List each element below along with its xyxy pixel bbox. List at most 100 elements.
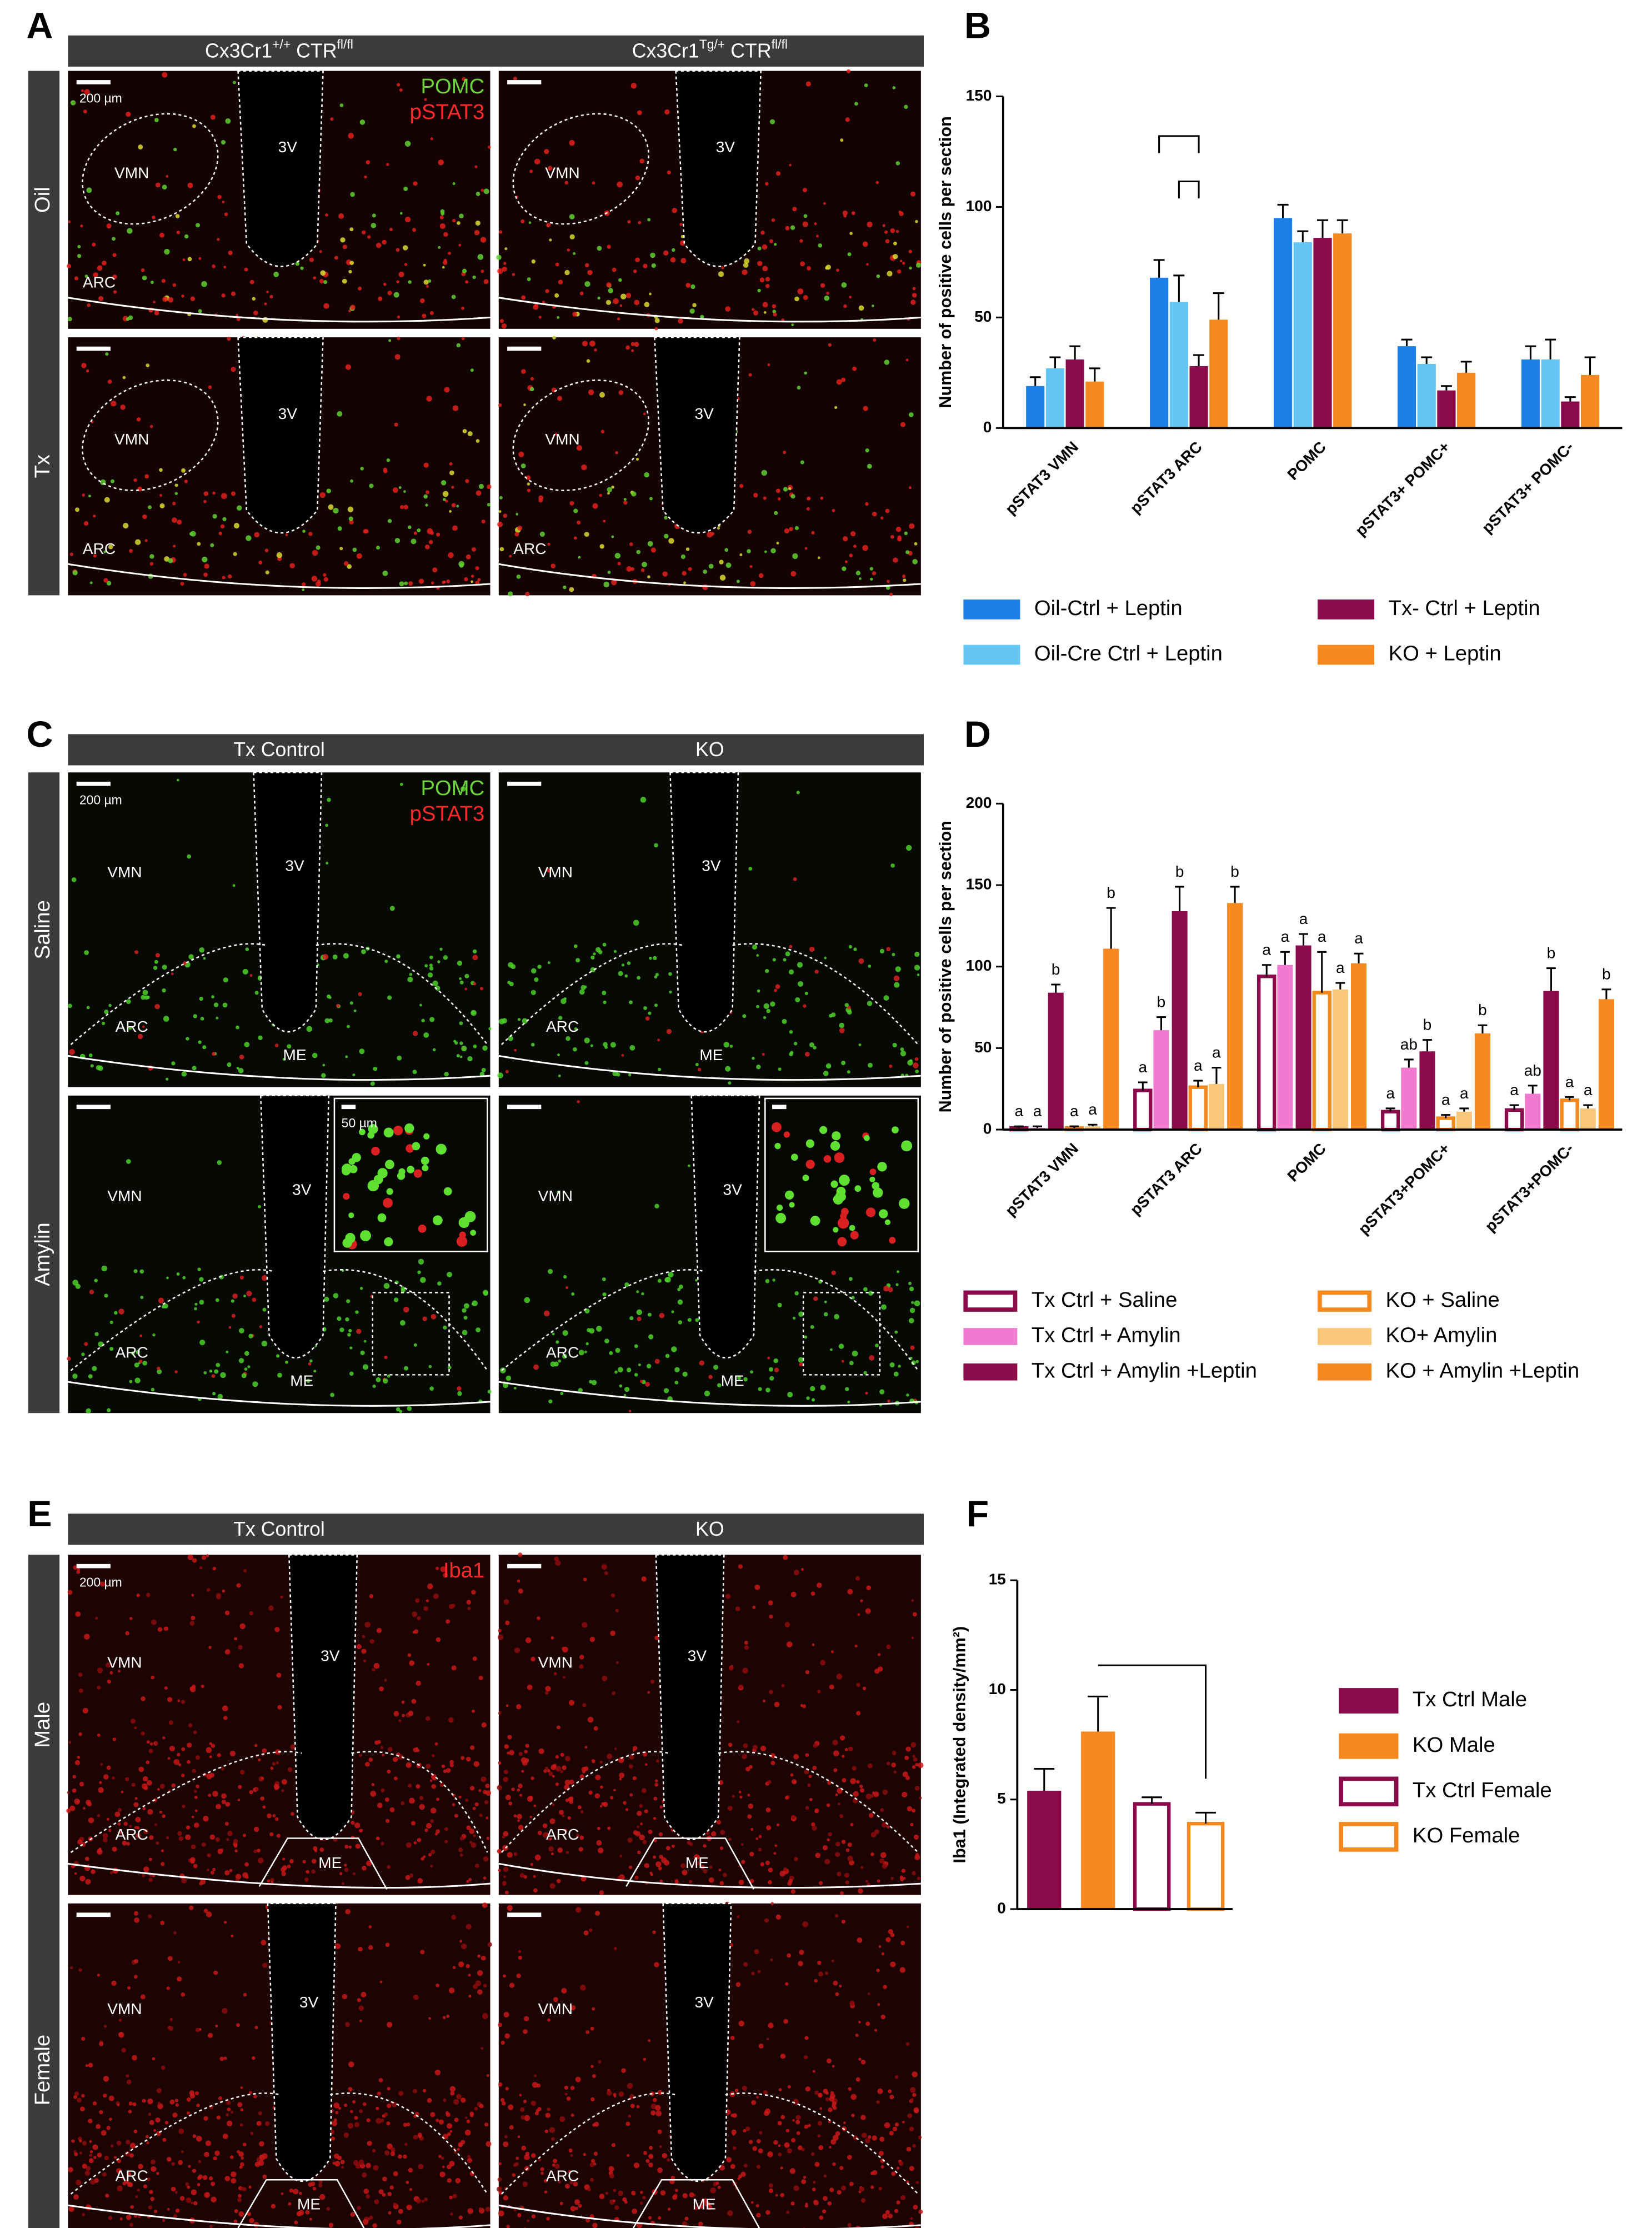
cell bbox=[237, 2102, 243, 2107]
error-bar bbox=[1545, 338, 1556, 360]
cell bbox=[403, 186, 408, 191]
cell bbox=[748, 373, 752, 377]
cell bbox=[470, 1010, 477, 1016]
cell bbox=[147, 2098, 153, 2105]
cell bbox=[77, 254, 82, 258]
cell bbox=[253, 1826, 259, 1832]
cell bbox=[602, 942, 607, 947]
cell bbox=[387, 995, 392, 1000]
cell bbox=[775, 984, 780, 990]
cell bbox=[793, 1754, 799, 1760]
cell bbox=[503, 1599, 509, 1605]
cell bbox=[531, 968, 537, 974]
cell bbox=[624, 1387, 630, 1392]
cell bbox=[880, 1852, 887, 1859]
region-label: ME bbox=[297, 2196, 321, 2213]
cell bbox=[789, 1202, 795, 1208]
cell bbox=[128, 1026, 132, 1030]
bar bbox=[1133, 1088, 1153, 1132]
cell bbox=[677, 1299, 683, 1305]
cell bbox=[398, 2154, 402, 2159]
cell bbox=[776, 1823, 780, 1827]
cell bbox=[477, 1954, 481, 1958]
cell bbox=[197, 2183, 201, 2186]
cell bbox=[419, 298, 425, 303]
cell bbox=[514, 1386, 517, 1390]
cell bbox=[302, 529, 306, 533]
cell bbox=[804, 2055, 808, 2060]
cell bbox=[879, 1209, 888, 1218]
cell bbox=[739, 553, 743, 556]
cell bbox=[306, 1378, 311, 1383]
cell bbox=[485, 1790, 492, 1796]
cell bbox=[742, 1754, 747, 1759]
cell bbox=[426, 396, 432, 402]
cell bbox=[244, 1042, 250, 1047]
cell bbox=[599, 1805, 603, 1808]
cell bbox=[614, 1747, 617, 1750]
cell bbox=[458, 1847, 463, 1852]
cell bbox=[900, 2195, 906, 2201]
cell bbox=[233, 1844, 238, 1848]
cell bbox=[855, 571, 861, 576]
cell bbox=[913, 2107, 919, 2113]
cell bbox=[77, 1756, 81, 1759]
cell bbox=[249, 973, 253, 977]
cell bbox=[474, 2106, 478, 2111]
cell bbox=[629, 542, 633, 546]
cell bbox=[773, 2140, 778, 2145]
cell bbox=[151, 1619, 157, 1625]
cell bbox=[357, 2206, 361, 2210]
cell bbox=[400, 505, 404, 509]
cell bbox=[855, 2034, 859, 2037]
cell bbox=[119, 2217, 123, 2221]
cell bbox=[367, 2141, 372, 2146]
cell bbox=[252, 297, 256, 301]
cell bbox=[394, 538, 401, 543]
cell bbox=[72, 1280, 79, 1286]
cell bbox=[347, 564, 352, 569]
cell bbox=[867, 1992, 870, 1995]
cell bbox=[103, 1774, 109, 1780]
cell bbox=[611, 485, 614, 489]
cell bbox=[178, 2160, 183, 2165]
cell bbox=[77, 1839, 83, 1845]
cell bbox=[337, 2155, 342, 2161]
cell bbox=[772, 958, 776, 962]
cell bbox=[256, 2121, 262, 2126]
cell bbox=[894, 2075, 899, 2079]
cell bbox=[213, 1970, 218, 1975]
cell bbox=[76, 1800, 79, 1804]
cell bbox=[616, 1072, 620, 1077]
cell bbox=[232, 884, 236, 887]
cell bbox=[78, 1672, 83, 1677]
cell bbox=[240, 2108, 244, 2112]
cell bbox=[568, 2170, 572, 2174]
cell bbox=[228, 574, 232, 579]
cell bbox=[453, 2099, 459, 2105]
cell bbox=[247, 1365, 251, 1368]
cell bbox=[382, 2193, 386, 2197]
cell bbox=[549, 238, 552, 242]
cell bbox=[362, 1865, 367, 1871]
cell bbox=[509, 2125, 514, 2130]
cell bbox=[889, 1362, 895, 1368]
cell bbox=[914, 965, 920, 971]
cell bbox=[569, 234, 575, 239]
cell bbox=[431, 1784, 437, 1789]
cell bbox=[448, 1717, 454, 1723]
cell bbox=[403, 2154, 407, 2159]
cell bbox=[343, 953, 349, 959]
cell bbox=[537, 1616, 540, 1620]
cell bbox=[764, 550, 767, 553]
cell bbox=[766, 1825, 772, 1831]
cell bbox=[688, 567, 692, 571]
cell bbox=[477, 578, 481, 582]
cell bbox=[198, 257, 202, 260]
cell bbox=[610, 1796, 614, 1800]
cell bbox=[219, 2056, 224, 2061]
cell bbox=[134, 539, 141, 545]
cell bbox=[521, 295, 526, 300]
cell bbox=[803, 1004, 807, 1008]
x-tick-label: pSTAT3+POMC- bbox=[1481, 1140, 1577, 1235]
